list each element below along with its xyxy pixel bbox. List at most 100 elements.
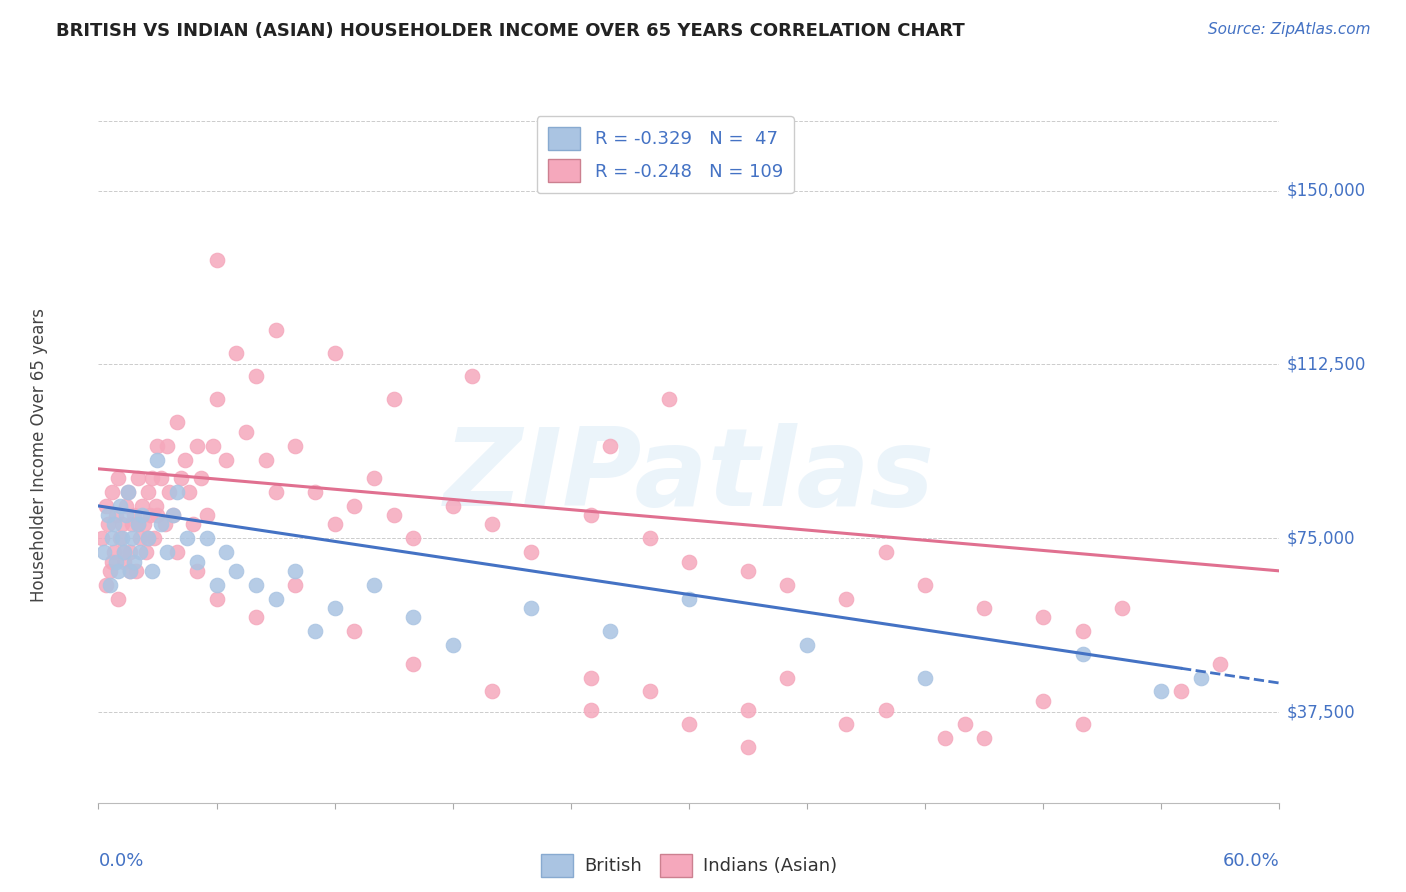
Text: $112,500: $112,500 bbox=[1286, 356, 1365, 374]
Text: 0.0%: 0.0% bbox=[98, 852, 143, 870]
Point bbox=[225, 346, 247, 360]
Point bbox=[245, 610, 267, 624]
Point bbox=[441, 499, 464, 513]
Point bbox=[122, 555, 145, 569]
Point bbox=[658, 392, 681, 407]
Point bbox=[382, 392, 405, 407]
Point bbox=[284, 439, 307, 453]
Point bbox=[108, 532, 131, 546]
Point bbox=[107, 591, 129, 606]
Point bbox=[1071, 624, 1094, 639]
Point bbox=[127, 471, 149, 485]
Point bbox=[125, 564, 148, 578]
Point bbox=[382, 508, 405, 523]
Text: BRITISH VS INDIAN (ASIAN) HOUSEHOLDER INCOME OVER 65 YEARS CORRELATION CHART: BRITISH VS INDIAN (ASIAN) HOUSEHOLDER IN… bbox=[56, 22, 965, 40]
Point bbox=[934, 731, 956, 745]
Point bbox=[205, 253, 228, 268]
Point bbox=[402, 657, 425, 671]
Point bbox=[170, 471, 193, 485]
Point bbox=[737, 740, 759, 755]
Point bbox=[264, 485, 287, 500]
Point bbox=[215, 545, 238, 559]
Point bbox=[112, 555, 135, 569]
Point bbox=[796, 638, 818, 652]
Point bbox=[284, 578, 307, 592]
Point bbox=[166, 545, 188, 559]
Point bbox=[1170, 684, 1192, 698]
Point bbox=[201, 439, 224, 453]
Point bbox=[678, 555, 700, 569]
Point bbox=[112, 545, 135, 559]
Point bbox=[481, 517, 503, 532]
Point bbox=[186, 555, 208, 569]
Point bbox=[875, 545, 897, 559]
Point bbox=[481, 684, 503, 698]
Point bbox=[101, 485, 124, 500]
Point bbox=[254, 452, 277, 467]
Point bbox=[776, 578, 799, 592]
Text: ZIPatlas: ZIPatlas bbox=[443, 423, 935, 529]
Point bbox=[579, 703, 602, 717]
Point bbox=[638, 684, 661, 698]
Text: $75,000: $75,000 bbox=[1286, 530, 1355, 548]
Point bbox=[441, 638, 464, 652]
Point bbox=[1189, 671, 1212, 685]
Point bbox=[579, 671, 602, 685]
Point bbox=[156, 545, 179, 559]
Point bbox=[264, 323, 287, 337]
Point bbox=[166, 485, 188, 500]
Point bbox=[122, 508, 145, 523]
Point bbox=[737, 564, 759, 578]
Point bbox=[155, 517, 177, 532]
Point bbox=[118, 545, 141, 559]
Point bbox=[264, 591, 287, 606]
Point bbox=[121, 517, 143, 532]
Point bbox=[599, 439, 621, 453]
Point bbox=[91, 532, 114, 546]
Point bbox=[166, 416, 188, 430]
Point bbox=[195, 532, 218, 546]
Point bbox=[162, 508, 184, 523]
Point bbox=[117, 485, 139, 500]
Point bbox=[579, 508, 602, 523]
Point bbox=[97, 517, 120, 532]
Text: $37,500: $37,500 bbox=[1286, 704, 1355, 722]
Point bbox=[181, 517, 204, 532]
Point bbox=[177, 485, 200, 500]
Point bbox=[111, 517, 134, 532]
Point bbox=[973, 731, 995, 745]
Point bbox=[103, 545, 125, 559]
Point bbox=[101, 555, 124, 569]
Point bbox=[638, 532, 661, 546]
Point bbox=[737, 703, 759, 717]
Point bbox=[245, 578, 267, 592]
Point bbox=[1111, 601, 1133, 615]
Point bbox=[136, 532, 159, 546]
Point bbox=[186, 439, 208, 453]
Point bbox=[128, 545, 150, 559]
Point bbox=[136, 532, 159, 546]
Point bbox=[343, 624, 366, 639]
Point bbox=[363, 471, 385, 485]
Point bbox=[98, 578, 121, 592]
Point bbox=[678, 591, 700, 606]
Point bbox=[195, 508, 218, 523]
Point bbox=[111, 532, 134, 546]
Point bbox=[98, 564, 121, 578]
Point bbox=[96, 578, 118, 592]
Point bbox=[205, 591, 228, 606]
Point bbox=[225, 564, 247, 578]
Point bbox=[323, 346, 346, 360]
Point bbox=[215, 452, 238, 467]
Text: 60.0%: 60.0% bbox=[1223, 852, 1279, 870]
Point bbox=[599, 624, 621, 639]
Point bbox=[141, 471, 163, 485]
Point bbox=[1150, 684, 1173, 698]
Point bbox=[205, 578, 228, 592]
Point bbox=[875, 703, 897, 717]
Point bbox=[162, 508, 184, 523]
Point bbox=[461, 369, 484, 384]
Point bbox=[914, 578, 936, 592]
Point bbox=[323, 517, 346, 532]
Point bbox=[205, 392, 228, 407]
